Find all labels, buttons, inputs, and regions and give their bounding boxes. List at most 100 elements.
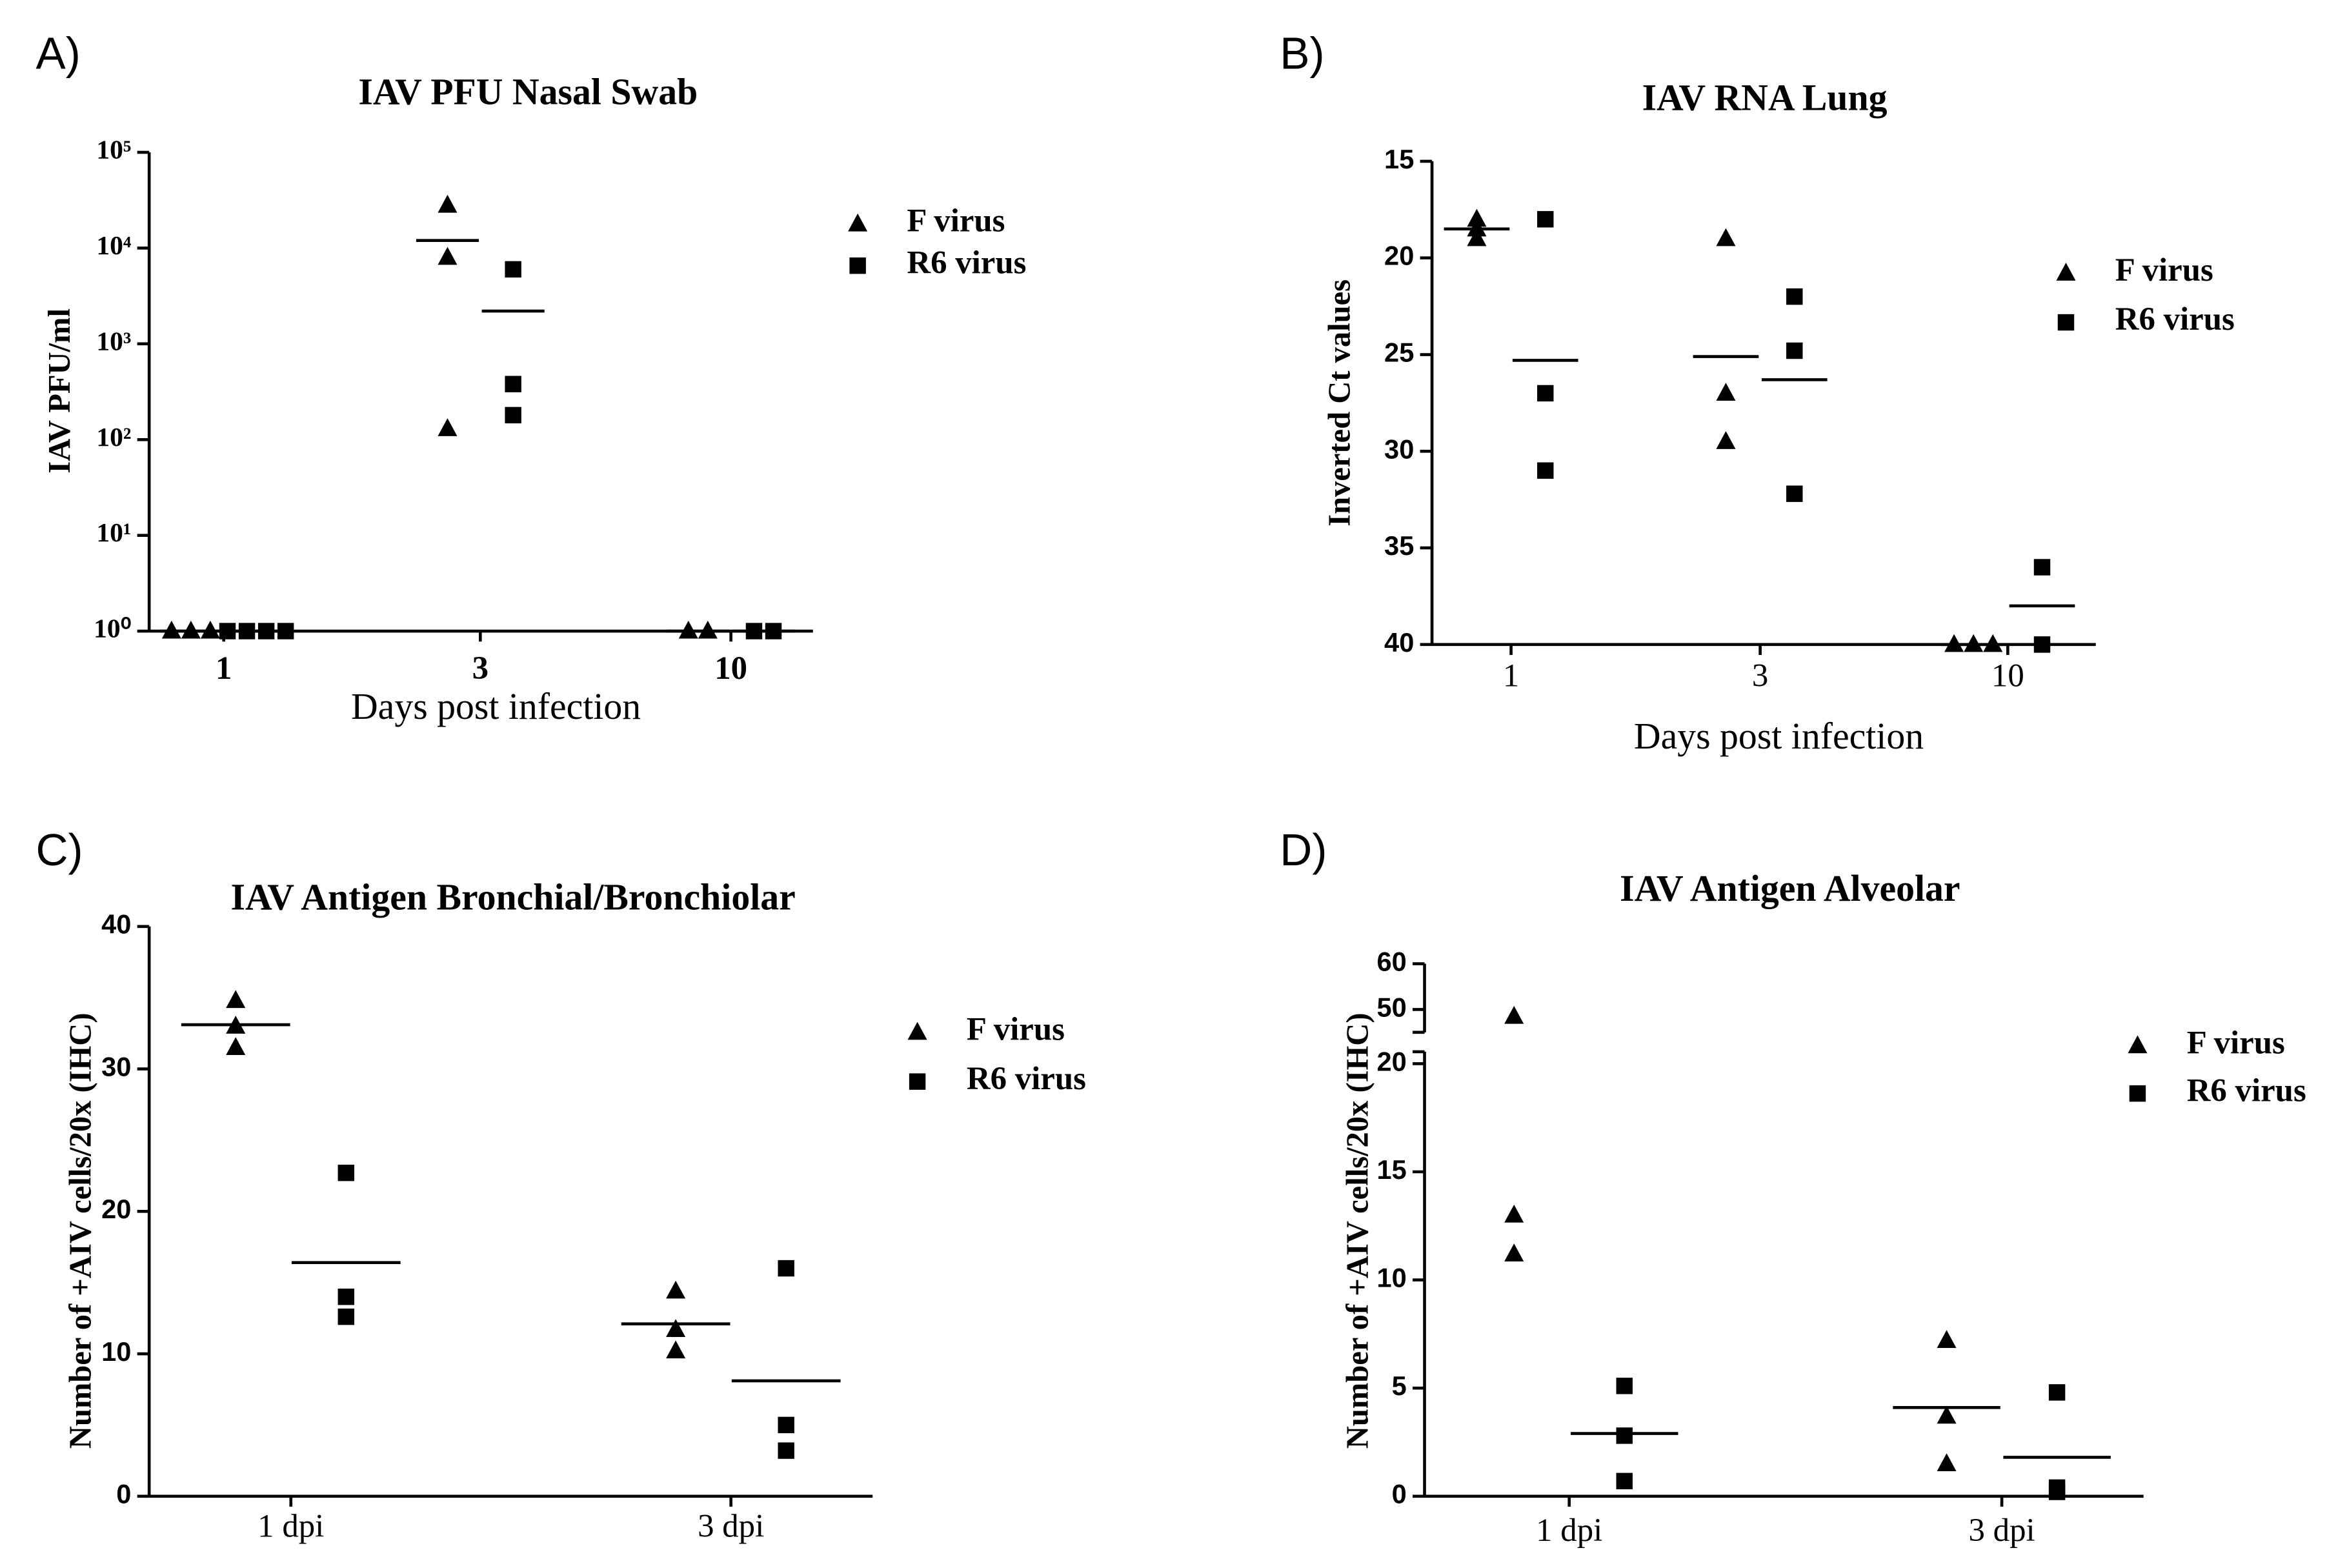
legend-label: R6 virus [907,244,1026,280]
x-tick-label: 1 dpi [257,1507,324,1543]
data-point [666,1319,686,1338]
data-point [505,407,521,424]
y-tick-label: 10⁴ [96,230,132,260]
data-point [2048,1479,2066,1496]
data-point [1937,1405,1957,1424]
data-point [1716,228,1736,246]
panel-label: B) [1280,28,1324,78]
legend-marker [909,1073,926,1090]
y-axis-label: Inverted Ct values [1323,279,1357,527]
data-point [1786,485,1803,502]
data-point [1964,634,1984,652]
legend-marker [2128,1035,2148,1054]
data-point [1504,1243,1524,1261]
y-tick-label: 40 [1384,627,1414,658]
data-point [1504,1204,1524,1223]
y-tick-label: 25 [1384,337,1414,367]
data-point [778,1416,794,1434]
x-axis-label: Days post infection [1634,716,1924,757]
legend-label: F virus [967,1011,1065,1047]
y-tick-label: 10² [96,422,131,452]
data-point [1537,211,1554,228]
data-point [1467,208,1487,227]
data-point [1944,634,1964,652]
panel-label: A) [35,28,80,78]
x-tick-label: 1 dpi [1536,1512,1602,1548]
data-point [1786,342,1803,359]
data-point [1504,1005,1524,1024]
data-point [1537,385,1554,402]
data-point [1467,228,1487,246]
legend-label: F virus [907,203,1005,239]
y-tick-label: 0 [116,1479,131,1509]
x-tick-label: 3 dpi [1969,1512,2035,1548]
y-tick-label: 50 [1377,992,1407,1022]
x-axis-label: Days post infection [351,687,641,727]
legend-marker [2057,314,2075,331]
panel-label: D) [1280,825,1327,875]
y-axis-label: IAV PFU/ml [43,308,77,474]
y-tick-label: 40 [101,909,131,940]
y-tick-label: 0 [1392,1479,1407,1509]
y-tick-label: 10⁰ [94,614,132,643]
data-point [1616,1378,1633,1394]
legend-marker [848,213,868,232]
data-point [778,1260,794,1277]
data-point [1716,431,1736,449]
y-tick-label: 10¹ [96,518,131,547]
x-tick-label: 1 [216,650,232,686]
data-point [1537,462,1554,479]
y-tick-label: 20 [1377,1046,1407,1076]
chart-title: IAV RNA Lung [1642,78,1888,119]
data-point [438,418,458,436]
data-point [1616,1427,1633,1444]
data-point [337,1164,354,1181]
chart-title: IAV Antigen Bronchial/Bronchiolar [231,878,796,918]
y-axis-label: Number of +AIV cells/20x (IHC) [1340,1013,1375,1449]
data-point [1786,288,1803,305]
legend-label: F virus [2187,1024,2285,1060]
y-tick-label: 60 [1377,947,1407,977]
data-point [226,990,246,1009]
data-point [1616,1473,1633,1490]
y-tick-label: 10³ [96,326,131,356]
data-point [1937,1330,1957,1348]
x-tick-label: 10 [1991,658,2024,694]
y-tick-label: 20 [101,1194,131,1224]
y-tick-label: 5 [1392,1371,1407,1401]
x-tick-label: 3 [472,650,489,686]
data-point [1937,1453,1957,1472]
data-point [2048,1384,2066,1401]
legend-label: R6 virus [2115,301,2235,337]
legend-marker [849,257,866,274]
x-tick-label: 10 [714,650,747,686]
data-point [778,1442,794,1459]
data-point [505,261,521,278]
data-point [337,1288,354,1305]
legend-marker [2056,263,2076,281]
y-tick-label: 15 [1377,1154,1407,1185]
legend-label: R6 virus [2187,1072,2306,1108]
y-tick-label: 20 [1384,241,1414,271]
legend-label: R6 virus [967,1060,1086,1096]
data-point [505,376,521,392]
x-tick-label: 3 [1752,658,1768,694]
panel-label: C) [35,825,83,875]
y-tick-label: 35 [1384,530,1414,561]
y-axis-label: Number of +AIV cells/20x (IHC) [64,1013,98,1449]
data-point [1716,383,1736,401]
y-tick-label: 15 [1384,144,1414,174]
y-tick-label: 10 [1377,1263,1407,1293]
data-point [2033,559,2051,576]
data-point [337,1308,354,1325]
data-point [666,1340,686,1359]
data-point [2033,636,2051,653]
y-tick-label: 30 [101,1051,131,1081]
chart-title: IAV Antigen Alveolar [1620,869,1960,909]
legend-label: F virus [2115,252,2213,288]
data-point [666,1280,686,1299]
y-tick-label: 10 [101,1336,131,1367]
legend-marker [907,1021,927,1040]
data-point [438,246,458,265]
